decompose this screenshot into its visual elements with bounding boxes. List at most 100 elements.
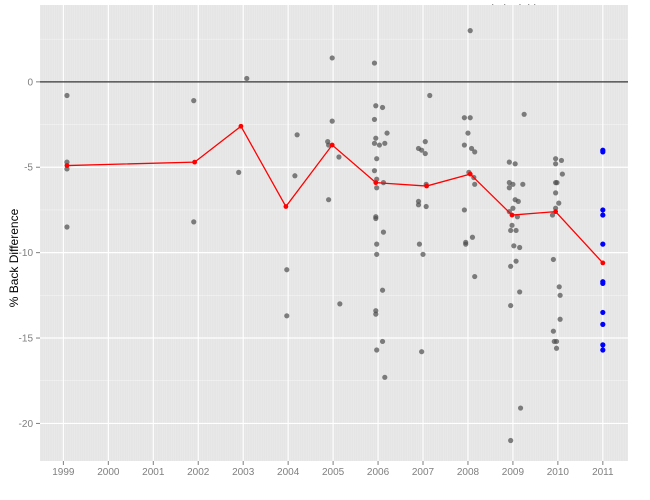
- data-point: [284, 313, 290, 319]
- x-tick-label: 2002: [187, 467, 210, 478]
- y-tick-label: -10: [19, 248, 34, 259]
- data-point: [513, 258, 519, 264]
- data-point: [468, 145, 475, 152]
- data-point: [556, 284, 562, 290]
- data-point: [420, 251, 426, 257]
- data-point: [371, 116, 378, 123]
- data-points: [64, 28, 565, 444]
- data-point: [469, 234, 476, 240]
- trend-point: [192, 159, 198, 165]
- data-point: [419, 349, 425, 355]
- y-tick-label: -5: [24, 163, 33, 174]
- highlight-point: [600, 347, 606, 353]
- y-tick-label: -15: [19, 334, 34, 345]
- x-axis: 1999 2000 2001 2002 2003 2004 2005 2006 2007 2008…: [52, 461, 614, 478]
- data-point: [517, 244, 523, 251]
- data-point: [553, 190, 559, 196]
- data-point: [423, 203, 429, 210]
- x-tick-label: 2001: [142, 467, 165, 478]
- data-point: [329, 118, 335, 124]
- data-point: [373, 215, 379, 222]
- data-point: [521, 111, 527, 117]
- x-tick-label: 2010: [547, 467, 570, 478]
- data-point: [326, 142, 332, 148]
- data-point: [419, 147, 425, 153]
- trend-point: [238, 123, 244, 129]
- trend-point: [467, 171, 473, 177]
- y-tick-label: 0: [27, 77, 33, 88]
- data-point: [465, 130, 471, 136]
- data-point: [517, 289, 523, 295]
- data-point: [520, 181, 526, 187]
- data-point: [292, 173, 298, 179]
- data-point: [553, 338, 560, 345]
- highlight-point: [600, 149, 606, 155]
- data-point: [384, 130, 390, 136]
- data-point: [554, 180, 560, 186]
- data-point: [244, 75, 250, 82]
- data-point: [550, 328, 556, 334]
- trend-point: [553, 209, 559, 215]
- data-point: [416, 241, 423, 247]
- data-point: [553, 205, 559, 211]
- data-point: [379, 338, 386, 345]
- data-point: [373, 103, 379, 109]
- trend-point: [509, 212, 515, 218]
- data-point: [510, 181, 516, 187]
- data-point: [374, 347, 380, 353]
- data-point: [415, 202, 422, 208]
- data-point: [553, 345, 560, 351]
- data-point: [472, 149, 478, 155]
- data-point: [236, 169, 242, 175]
- data-point: [514, 214, 521, 220]
- data-point: [64, 224, 70, 230]
- data-point: [371, 140, 378, 146]
- highlight-point: [600, 342, 606, 348]
- data-point: [379, 287, 386, 293]
- data-point: [558, 157, 565, 164]
- data-point: [553, 156, 559, 162]
- trend-point: [64, 163, 70, 168]
- data-point: [508, 302, 514, 309]
- x-tick-label: 2005: [322, 467, 345, 478]
- data-point: [510, 205, 516, 211]
- data-point: [557, 292, 563, 298]
- data-point: [422, 150, 428, 157]
- data-point: [517, 405, 524, 411]
- trend-points: [64, 123, 606, 266]
- x-tick-label: 2008: [457, 467, 480, 478]
- data-point: [371, 60, 378, 66]
- x-tick-label: 2006: [367, 467, 390, 478]
- data-point: [373, 311, 379, 317]
- data-point: [64, 92, 70, 99]
- data-point: [509, 222, 515, 228]
- data-point: [463, 241, 469, 247]
- trend-point: [329, 142, 335, 148]
- data-point: [294, 132, 300, 138]
- data-point: [191, 98, 197, 104]
- data-point: [472, 273, 478, 280]
- data-point: [467, 115, 473, 121]
- x-tick-label: 2000: [97, 467, 120, 478]
- highlight-point: [600, 207, 606, 213]
- highlight-point: [600, 212, 606, 218]
- data-point: [461, 142, 467, 148]
- data-point: [550, 256, 556, 263]
- data-point: [508, 227, 514, 234]
- data-point: [380, 229, 387, 235]
- y-tick-label: -20: [19, 419, 34, 430]
- data-point: [382, 374, 388, 380]
- data-point: [461, 207, 467, 213]
- highlight-points: [600, 147, 606, 353]
- data-point: [336, 154, 342, 160]
- data-point: [284, 267, 290, 273]
- data-point: [506, 185, 512, 191]
- data-point: [427, 92, 433, 99]
- data-point: [472, 181, 478, 187]
- trend-point: [424, 183, 430, 189]
- x-tick-label: 2003: [232, 467, 255, 478]
- trend-point: [283, 204, 289, 209]
- plot-panel: [40, 5, 628, 461]
- data-point: [467, 28, 473, 34]
